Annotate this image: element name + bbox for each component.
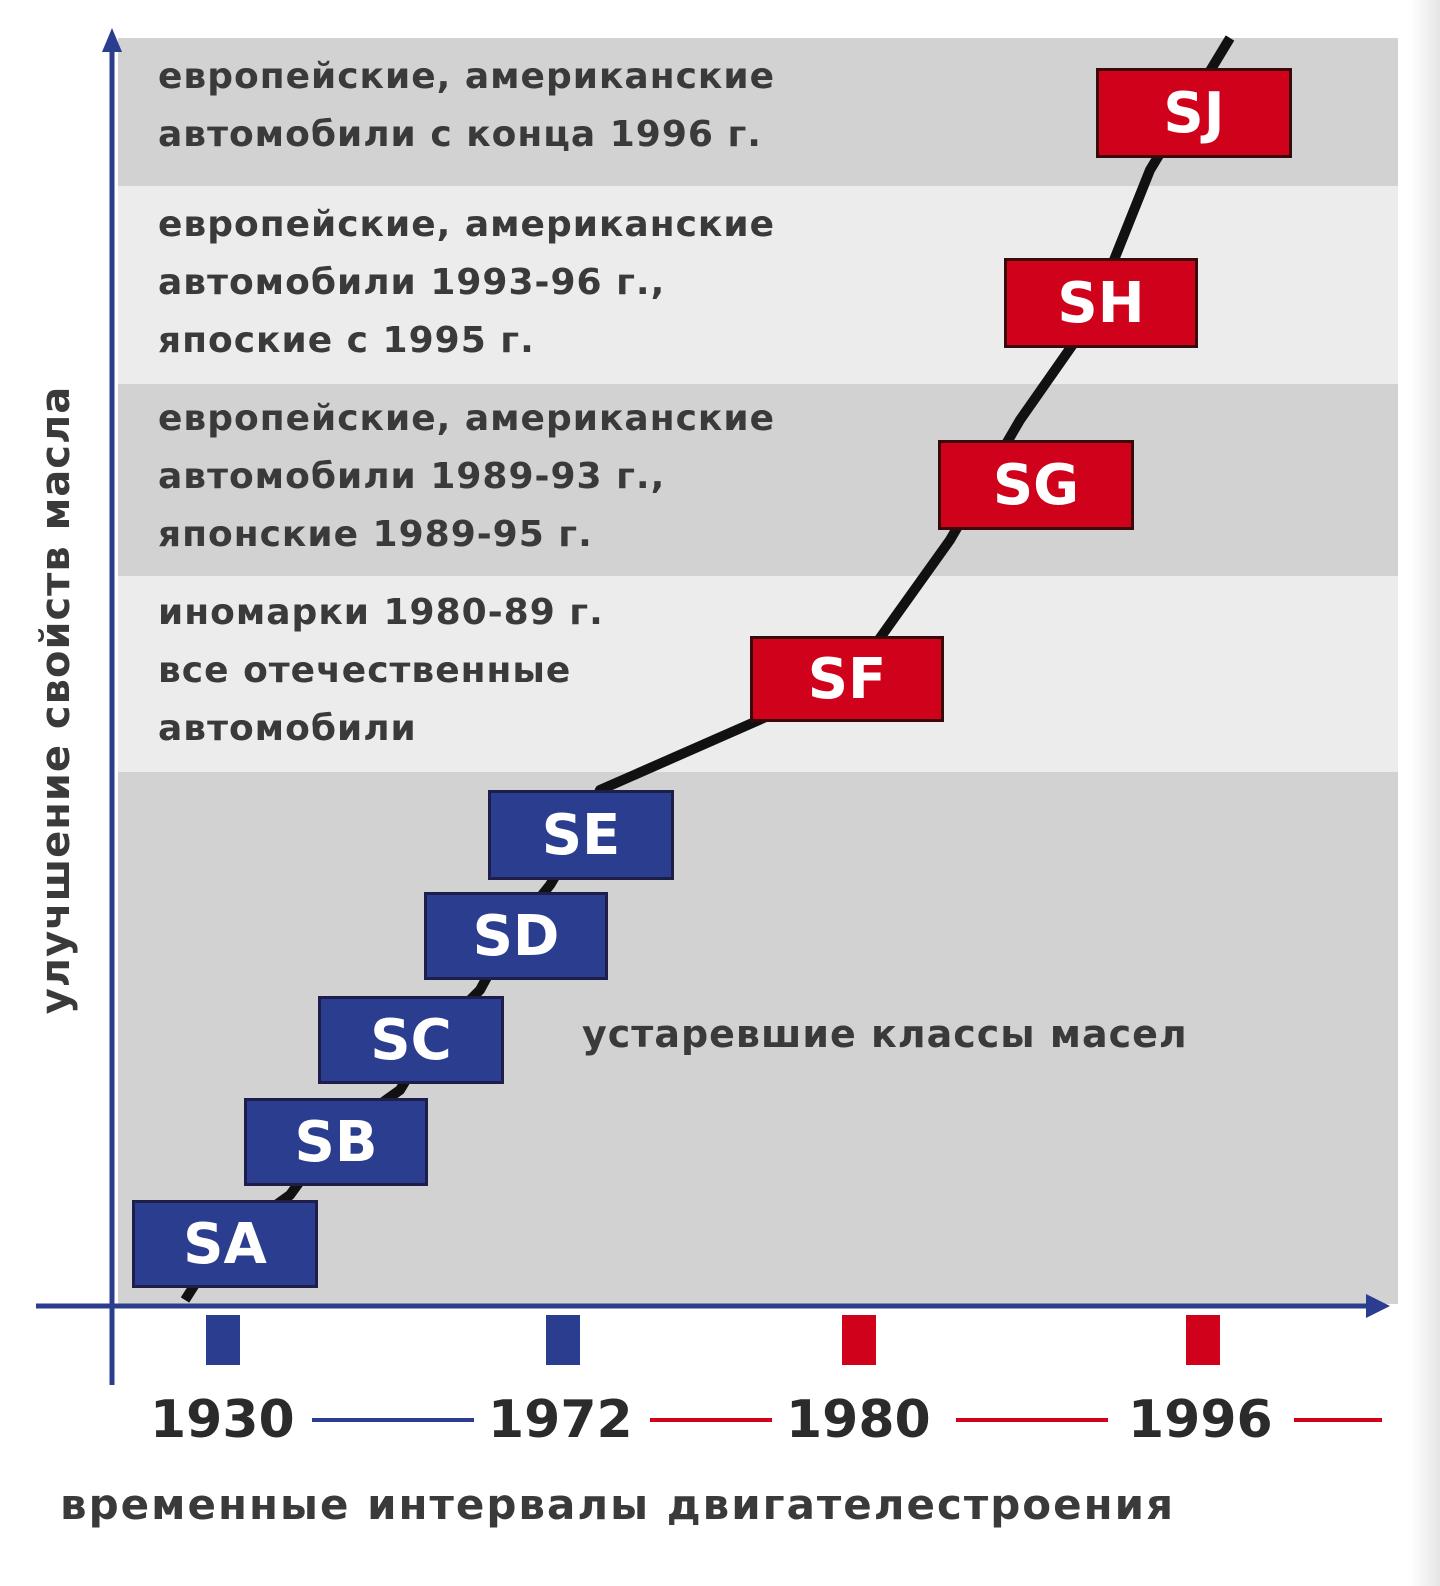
- class-sb-box: SB: [244, 1098, 428, 1186]
- class-sf-box: SF: [750, 636, 944, 722]
- period-dash-1980-1996: [956, 1418, 1108, 1422]
- band-sf-text: иномарки 1980-89 г. все отечественные ав…: [158, 592, 604, 749]
- class-se-box: SE: [488, 790, 674, 880]
- obsolete-classes-label: устаревшие классы масел: [582, 1012, 1188, 1056]
- screen-edge: [1410, 0, 1440, 1586]
- period-dash-1930-1972: [312, 1418, 474, 1422]
- period-dash-1972-1980: [650, 1418, 772, 1422]
- class-sd-box: SD: [424, 892, 608, 980]
- tick-1996: [1186, 1315, 1220, 1365]
- class-sg-box: SG: [938, 440, 1134, 530]
- band-sg-text: европейские, американские автомобили 198…: [158, 398, 775, 555]
- tick-1980: [842, 1315, 876, 1365]
- period-dash-after-1996: [1294, 1418, 1382, 1422]
- y-axis-label: улучшение свойств масла: [33, 385, 79, 1015]
- class-sa-box: SA: [132, 1200, 318, 1288]
- tick-1972: [546, 1315, 580, 1365]
- band-sj-text: европейские, американские автомобили с к…: [158, 56, 775, 155]
- year-1996-label: 1996: [1128, 1390, 1273, 1450]
- class-sh-box: SH: [1004, 258, 1198, 348]
- year-1930-label: 1930: [150, 1390, 295, 1450]
- class-sj-box: SJ: [1096, 68, 1292, 158]
- x-axis-arrow: [1366, 1294, 1390, 1318]
- band-sh-text: европейские, американские автомобили 199…: [158, 204, 775, 361]
- x-axis-label: временные интервалы двигателестроения: [60, 1480, 1176, 1529]
- y-axis-arrow: [102, 28, 122, 52]
- tick-1930: [206, 1315, 240, 1365]
- class-sc-box: SC: [318, 996, 504, 1084]
- band-sg: [118, 384, 1398, 576]
- year-1972-label: 1972: [488, 1390, 633, 1450]
- year-1980-label: 1980: [786, 1390, 931, 1450]
